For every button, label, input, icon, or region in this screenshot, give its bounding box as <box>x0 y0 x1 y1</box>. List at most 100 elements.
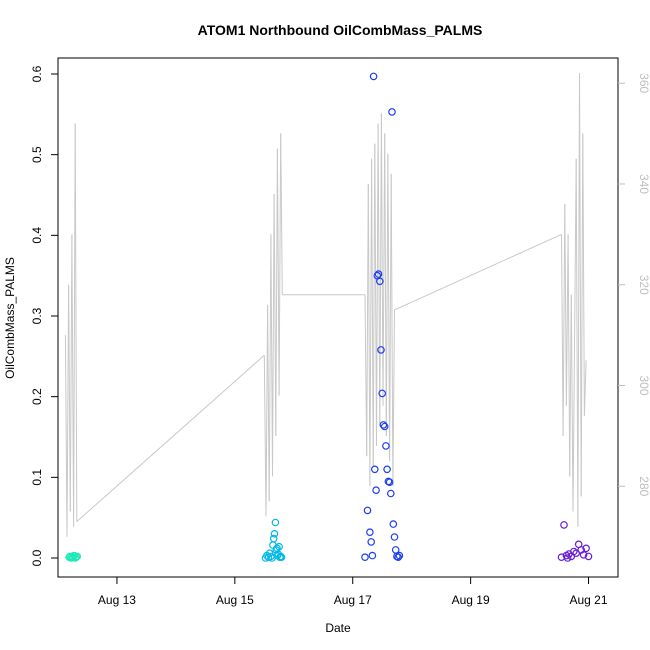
y-tick-label: 0.6 <box>30 65 44 82</box>
secondary-line-segment <box>66 284 70 537</box>
secondary-line-segment <box>384 133 387 436</box>
secondary-line-segment <box>564 204 567 406</box>
data-point <box>582 544 590 553</box>
secondary-line-segment <box>385 153 389 436</box>
data-point <box>271 518 280 527</box>
data-point <box>275 542 283 551</box>
data-point <box>368 551 377 560</box>
secondary-line-segment <box>276 148 280 396</box>
data-point <box>72 553 81 562</box>
secondary-line-segment <box>390 173 394 487</box>
secondary-line-segment <box>275 148 278 436</box>
secondary-line-segment <box>583 360 587 416</box>
y2-tick-label: 280 <box>637 476 650 496</box>
data-point <box>380 422 389 431</box>
secondary-line-segment <box>380 113 384 406</box>
y-tick-label: 0.5 <box>30 146 44 163</box>
secondary-line-segment <box>562 204 566 436</box>
x-tick-label: Aug 19 <box>452 593 490 607</box>
secondary-line-segment <box>382 133 386 406</box>
secondary-line-segment <box>268 234 272 502</box>
data-point <box>269 534 278 543</box>
x-tick-label: Aug 21 <box>570 593 608 607</box>
data-point <box>390 533 399 541</box>
chart-title: ATOM1 Northbound OilCombMass_PALMS <box>198 22 483 38</box>
secondary-line-segment <box>561 234 564 436</box>
x-axis-label: Date <box>325 621 351 635</box>
data-point <box>560 521 568 529</box>
secondary-line-segment <box>265 304 269 517</box>
secondary-line-segment <box>570 294 574 512</box>
data-point <box>388 108 396 116</box>
x-tick-label: Aug 17 <box>334 593 372 607</box>
x-tick-label: Aug 15 <box>216 593 254 607</box>
data-point <box>366 528 374 537</box>
data-point <box>385 478 394 487</box>
secondary-line-segment <box>379 113 382 426</box>
points-layer <box>65 72 593 562</box>
data-point <box>377 346 385 354</box>
secondary-line-segment <box>366 183 369 457</box>
secondary-line-segment <box>572 335 576 512</box>
data-point <box>369 72 378 81</box>
secondary-line-segment <box>387 153 391 462</box>
y-axis-left: 0.0 0.1 0.2 0.3 0.4 0.5 0.6 <box>30 65 58 566</box>
secondary-line-segment <box>69 234 73 512</box>
data-point <box>361 553 369 562</box>
y-tick-label: 0.1 <box>30 469 44 486</box>
secondary-line-layer <box>64 73 587 537</box>
secondary-line-segment <box>73 123 76 527</box>
y-tick-label: 0.3 <box>30 307 44 324</box>
data-point <box>367 538 376 546</box>
y2-tick-label: 360 <box>637 73 650 93</box>
secondary-line-segment <box>579 73 582 497</box>
data-point <box>270 529 279 538</box>
secondary-line-segment <box>377 123 381 426</box>
y-tick-label: 0.4 <box>30 227 44 244</box>
data-point <box>579 550 588 559</box>
x-tick-label: Aug 13 <box>98 593 136 607</box>
secondary-line-segment <box>567 234 571 477</box>
data-point <box>277 553 286 562</box>
secondary-line-segment <box>367 183 371 487</box>
data-point <box>276 552 285 561</box>
data-point <box>389 520 398 528</box>
secondary-line-segment <box>577 73 580 527</box>
data-point <box>584 552 593 561</box>
secondary-line-segment <box>392 309 395 487</box>
secondary-line-segment <box>389 173 392 462</box>
secondary-line-segment <box>376 123 379 447</box>
data-point <box>370 465 379 474</box>
data-point <box>378 389 387 398</box>
y-tick-label: 0.0 <box>30 549 44 566</box>
data-point <box>73 552 82 561</box>
secondary-line-segment <box>580 133 584 497</box>
secondary-line-segment <box>582 133 585 416</box>
x-axis: Aug 13 Aug 15 Aug 17 Aug 19 Aug 21 <box>98 577 608 607</box>
secondary-line-segment <box>272 193 275 477</box>
plot-box <box>57 57 619 578</box>
secondary-line-segment <box>68 284 71 512</box>
y-axis-right: 280 300 320 340 360 <box>618 73 650 497</box>
data-point <box>395 551 404 560</box>
secondary-line-segment <box>278 133 282 396</box>
y-tick-label: 0.2 <box>30 388 44 405</box>
data-point <box>383 465 391 474</box>
data-point <box>379 421 388 429</box>
y2-tick-label: 320 <box>637 275 650 295</box>
secondary-line-segment <box>374 143 377 447</box>
data-point <box>384 477 393 486</box>
secondary-line-segment <box>74 123 78 522</box>
secondary-line-segment <box>372 143 376 467</box>
secondary-line-segment <box>76 354 265 522</box>
secondary-line-segment <box>280 133 283 295</box>
data-point <box>394 553 403 562</box>
data-point <box>386 489 395 498</box>
y2-tick-label: 340 <box>637 174 650 194</box>
data-point <box>382 442 390 450</box>
secondary-line-segment <box>371 158 374 467</box>
data-point <box>71 554 80 562</box>
data-point <box>374 270 383 278</box>
data-point <box>375 277 384 286</box>
